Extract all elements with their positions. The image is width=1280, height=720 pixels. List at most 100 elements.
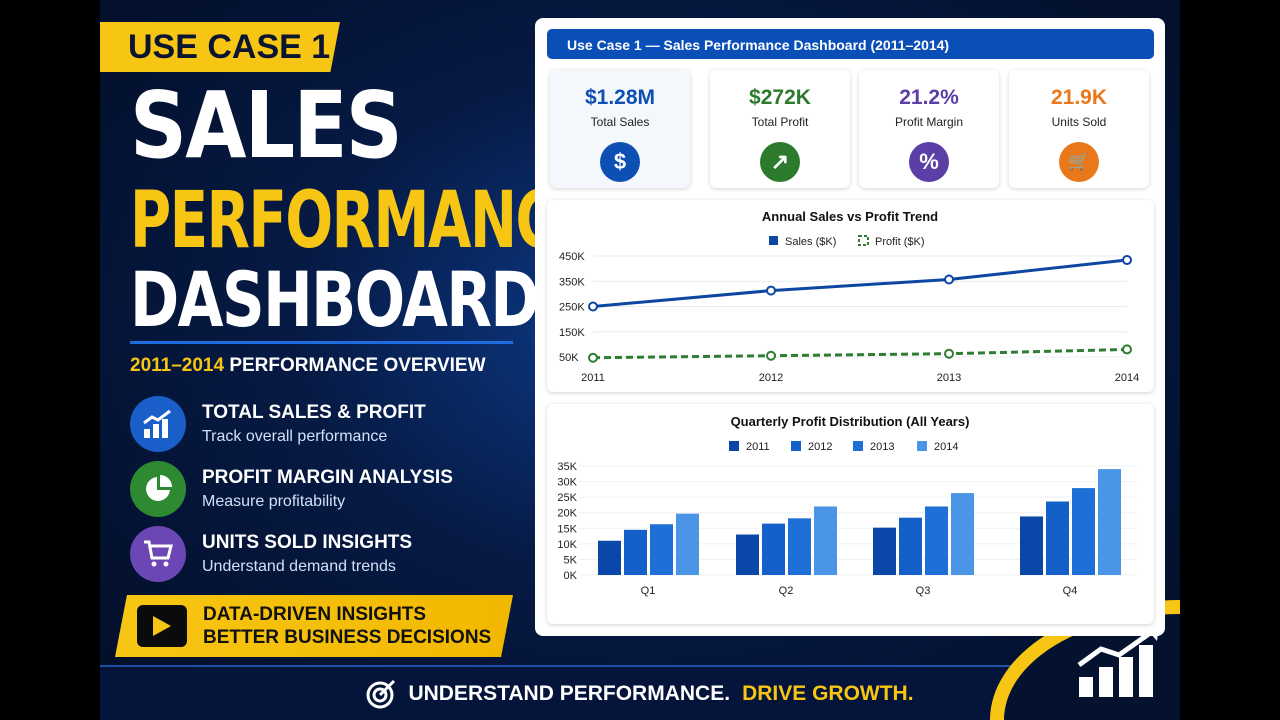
- kpi-total-sales: $1.28M Total Sales $: [550, 70, 690, 188]
- chart-title: Quarterly Profit Distribution (All Years…: [731, 414, 970, 429]
- pie-chart-icon: [130, 461, 186, 517]
- y-tick-label: 25K: [557, 492, 577, 504]
- legend-label: 2013: [870, 441, 894, 453]
- play-icon: [137, 605, 187, 647]
- x-tick-label: 2012: [759, 372, 783, 384]
- feature-desc: Measure profitability: [202, 493, 346, 510]
- kpi-value: $1.28M: [584, 86, 656, 109]
- kpi-label: Units Sold: [1051, 115, 1107, 129]
- annual-trend-chart: Annual Sales vs Profit Trend 450K 350K 250K…: [559, 209, 1139, 384]
- y-tick-label: 15K: [557, 523, 577, 535]
- bar: [1046, 501, 1069, 575]
- y-tick-label: 30K: [557, 477, 577, 489]
- feature-units-sold: UNITS SOLD INSIGHTS Understand demand tre…: [130, 526, 412, 582]
- bar: [1072, 488, 1095, 575]
- dashboard-panel: Use Case 1 — Sales Performance Dashboard…: [535, 18, 1165, 636]
- divider: [130, 341, 513, 344]
- feature-desc: Understand demand trends: [202, 558, 396, 575]
- subtitle-years: 2011–2014: [130, 355, 225, 376]
- bar: [951, 493, 974, 575]
- y-tick-label: 35K: [557, 461, 577, 473]
- chart-title: Annual Sales vs Profit Trend: [762, 209, 938, 224]
- tagline-white: UNDERSTAND PERFORMANCE.: [408, 681, 731, 705]
- bar: [736, 534, 759, 575]
- kpi-value: 21.2%: [899, 86, 959, 109]
- dashboard-header: Use Case 1 — Sales Performance Dashboard…: [547, 29, 1154, 59]
- subtitle-text: PERFORMANCE OVERVIEW: [224, 355, 486, 376]
- y-tick-label: 5K: [564, 554, 578, 566]
- dollar-icon: $: [600, 142, 640, 182]
- bar: [873, 527, 896, 575]
- line-chart-card: Annual Sales vs Profit Trend 450K 350K 250K…: [547, 200, 1154, 392]
- y-tick-label: 50K: [559, 352, 579, 364]
- y-tick-label: 20K: [557, 508, 577, 520]
- data-point: [766, 350, 776, 361]
- x-tick-label: Q3: [916, 585, 931, 597]
- x-tick-label: Q2: [779, 585, 794, 597]
- x-tick-label: Q1: [641, 585, 656, 597]
- y-tick-label: 150K: [559, 327, 585, 339]
- bar: [762, 523, 785, 575]
- legend-swatch: [917, 441, 927, 451]
- y-tick-label: 250K: [559, 302, 585, 314]
- legend-label: 2011: [746, 441, 770, 453]
- kpi-profit-margin: 21.2% Profit Margin%: [859, 70, 999, 188]
- legend-swatch: [729, 441, 739, 451]
- legend-label: Profit ($K): [875, 236, 925, 248]
- title-performance: PERFORMANCE: [130, 176, 594, 266]
- bar-chart-icon: [130, 396, 186, 452]
- data-point: [1122, 344, 1132, 355]
- bar: [624, 529, 647, 575]
- kpi-label: Total Profit: [751, 115, 809, 129]
- bar: [1098, 469, 1121, 575]
- kpi-label: Total Sales: [590, 115, 650, 129]
- feature-title: PROFIT MARGIN ANALYSIS: [202, 467, 453, 488]
- x-tick-label: Q4: [1063, 585, 1078, 597]
- cart-icon: 🛒: [1059, 142, 1099, 182]
- bar: [676, 513, 699, 575]
- tagline-yellow: DRIVE GROWTH.: [742, 681, 914, 705]
- subtitle: 2011–2014 PERFORMANCE OVERVIEW: [130, 355, 486, 377]
- insights-banner: DATA-DRIVEN INSIGHTS BETTER BUSINESS DECI…: [115, 595, 513, 657]
- banner-line1: DATA-DRIVEN INSIGHTS: [203, 604, 427, 625]
- banner-line2: BETTER BUSINESS DECISIONS: [203, 627, 492, 648]
- kpi-value: $272K: [749, 86, 811, 109]
- legend-swatch: [769, 236, 778, 245]
- bar: [814, 506, 837, 575]
- target-icon: [366, 679, 396, 708]
- legend-swatch: [791, 441, 801, 451]
- data-point: [766, 285, 776, 296]
- series-line: [592, 347, 1128, 360]
- legend-label: 2014: [934, 441, 958, 453]
- data-point: [944, 348, 954, 359]
- cart-icon: [130, 526, 186, 582]
- trend-icon: ↗: [760, 142, 800, 182]
- x-tick-label: 2014: [1115, 372, 1139, 384]
- legend-label: Sales ($K): [785, 236, 836, 248]
- data-point: [588, 301, 598, 312]
- feature-title: TOTAL SALES & PROFIT: [202, 402, 426, 423]
- bar: [650, 524, 673, 575]
- feature-title: UNITS SOLD INSIGHTS: [202, 532, 413, 553]
- feature-profit-margin: PROFIT MARGIN ANALYSIS Measure profitabil…: [130, 461, 453, 517]
- growth-chart-icon: [1077, 627, 1159, 697]
- title-sales: SALES: [130, 72, 403, 179]
- quarterly-profit-chart: Quarterly Profit Distribution (All Years…: [557, 414, 1137, 597]
- feature-sales-profit: TOTAL SALES & PROFIT Track overall perfor…: [130, 396, 426, 452]
- bar: [899, 517, 922, 575]
- kpi-value: 21.9K: [1050, 86, 1108, 109]
- series-line: [592, 258, 1128, 308]
- bar: [925, 506, 948, 575]
- kpi-total-profit: $272K Total Profit ↗: [710, 70, 850, 188]
- bar: [1020, 516, 1043, 575]
- bar-chart-card: Quarterly Profit Distribution (All Years…: [547, 404, 1154, 624]
- x-tick-label: 2011: [581, 372, 605, 384]
- legend-label: 2012: [808, 441, 832, 453]
- thumbnail: USE CASE 1 SALES PERFORMANCE DASHBOARD 2…: [100, 0, 1180, 720]
- data-point: [1122, 255, 1132, 266]
- y-tick-label: 450K: [559, 251, 585, 263]
- kpi-label: Profit Margin: [894, 115, 964, 129]
- use-case-badge: USE CASE 1: [100, 22, 340, 72]
- data-point: [944, 274, 954, 285]
- feature-desc: Track overall performance: [202, 428, 388, 445]
